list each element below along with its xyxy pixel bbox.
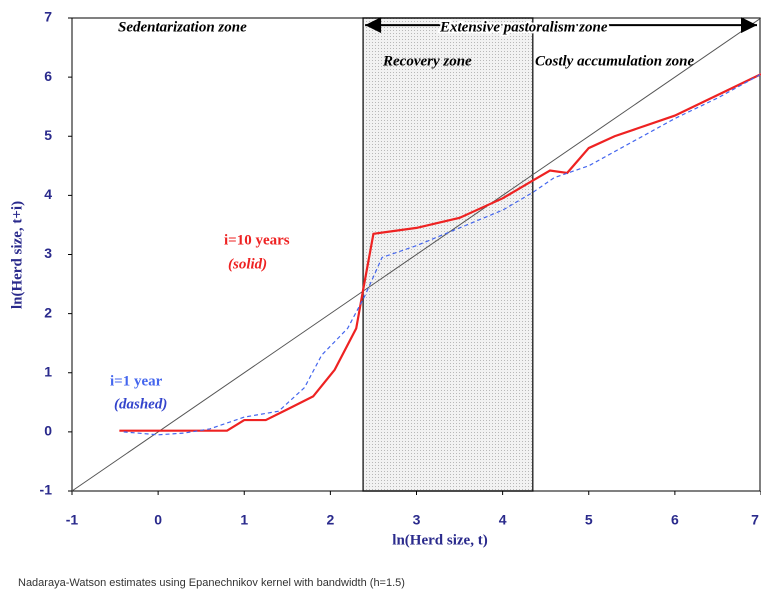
y-tick-label: 1 — [44, 363, 52, 379]
series-label: i=10 years — [224, 232, 290, 248]
x-tick-label: 2 — [326, 512, 334, 528]
y-tick-label: 6 — [44, 68, 52, 84]
annotation: Extensive pastoralism zone — [439, 19, 608, 35]
y-tick-label: 0 — [44, 423, 52, 439]
annotation: (dashed) — [114, 396, 167, 412]
x-tick-label: 4 — [499, 512, 507, 528]
annotation: Sedentarization zone — [118, 19, 247, 35]
series-line — [123, 73, 761, 436]
y-tick-label: 2 — [44, 304, 52, 320]
shaded-zone — [362, 17, 534, 492]
reference-line — [71, 17, 761, 492]
x-tick-label: 3 — [413, 512, 421, 528]
series-label: i=1 year — [110, 373, 163, 389]
annotation: (solid) — [228, 256, 267, 272]
x-tick-label: -1 — [66, 512, 79, 528]
y-tick-label: 3 — [44, 245, 52, 261]
y-tick-label: -1 — [40, 482, 53, 498]
annotation: Costly accumulation zone — [535, 53, 695, 69]
y-tick-label: 7 — [44, 9, 52, 25]
annotation: Recovery zone — [382, 53, 472, 69]
x-tick-label: 5 — [585, 512, 593, 528]
x-tick-label: 7 — [751, 512, 759, 528]
x-tick-label: 1 — [240, 512, 248, 528]
x-tick-label: 0 — [154, 512, 162, 528]
y-tick-label: 5 — [44, 127, 52, 143]
y-axis-label: ln(Herd size, t+i) — [9, 201, 25, 309]
x-axis-label: ln(Herd size, t) — [392, 532, 487, 548]
series-line — [119, 73, 761, 432]
y-tick-label: 4 — [44, 186, 52, 202]
caption: Nadaraya-Watson estimates using Epanechn… — [18, 577, 405, 589]
x-tick-label: 6 — [671, 512, 679, 528]
